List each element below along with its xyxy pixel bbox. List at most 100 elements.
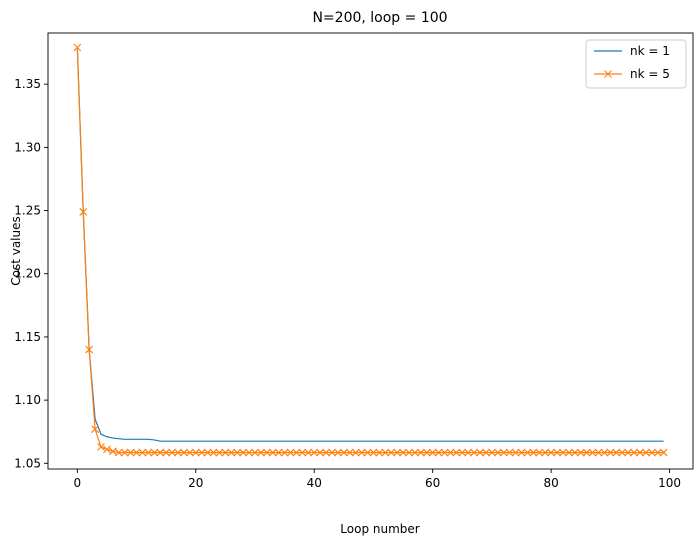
- data-point: [334, 448, 342, 457]
- data-point: [79, 207, 88, 216]
- data-point: [215, 448, 224, 457]
- data-point: [209, 448, 218, 457]
- data-point: [624, 448, 633, 457]
- data-point: [411, 448, 419, 457]
- data-point: [387, 448, 396, 457]
- data-point: [422, 448, 431, 457]
- data-point: [97, 442, 105, 451]
- data-point: [541, 448, 550, 457]
- data-point: [493, 448, 502, 457]
- data-point: [505, 448, 514, 457]
- data-point: [375, 448, 384, 457]
- data-point: [393, 448, 402, 457]
- x-tick-label: 100: [658, 476, 681, 490]
- data-point: [559, 448, 567, 457]
- data-point: [144, 448, 153, 457]
- y-axis-title: Cost values: [9, 216, 23, 286]
- y-tick-label: 1.20: [14, 267, 41, 281]
- x-tick-label: 0: [73, 476, 81, 490]
- data-point: [203, 448, 212, 457]
- data-point: [511, 448, 520, 457]
- data-point: [91, 425, 99, 434]
- data-point: [647, 448, 656, 457]
- data-point: [458, 448, 467, 457]
- data-point: [73, 43, 82, 52]
- data-point: [162, 448, 171, 457]
- data-point: [600, 448, 609, 457]
- series-line-2: [76, 47, 664, 454]
- data-point: [233, 448, 242, 457]
- series-line-1: [76, 47, 664, 442]
- legend-label-nk1: nk = 1: [630, 44, 670, 58]
- data-point: [174, 448, 182, 457]
- data-point: [262, 448, 271, 457]
- y-tick-label: 1.25: [14, 204, 41, 218]
- data-point: [642, 448, 650, 457]
- data-point: [85, 345, 94, 354]
- data-point: [553, 448, 561, 457]
- data-point: [221, 448, 230, 457]
- data-point: [310, 448, 319, 457]
- series-markers-2: [73, 43, 668, 457]
- data-point: [239, 448, 248, 457]
- data-point: [316, 448, 325, 457]
- legend-box: [585, 39, 687, 89]
- data-point: [576, 448, 585, 457]
- x-axis: 0 20 40 60 80 100: [73, 469, 681, 490]
- data-point: [339, 448, 348, 457]
- data-point: [565, 448, 573, 457]
- data-point: [594, 448, 603, 457]
- data-point: [286, 448, 295, 457]
- data-point: [168, 448, 176, 457]
- data-point: [345, 448, 354, 457]
- data-point: [126, 448, 135, 457]
- data-point: [535, 448, 544, 457]
- data-point: [399, 448, 407, 457]
- data-point: [328, 448, 336, 457]
- data-point: [180, 448, 188, 457]
- data-point: [529, 448, 538, 457]
- data-point: [108, 447, 117, 456]
- data-point: [274, 448, 283, 457]
- data-point: [322, 448, 330, 457]
- data-point: [369, 448, 378, 457]
- data-point: [138, 448, 147, 457]
- legend-label-nk5: nk = 5: [630, 67, 670, 81]
- x-tick-label: 40: [307, 476, 322, 490]
- data-point: [405, 448, 413, 457]
- data-point: [612, 448, 621, 457]
- data-point: [245, 448, 253, 457]
- data-point: [280, 448, 289, 457]
- data-point: [416, 448, 425, 457]
- data-point: [150, 448, 159, 457]
- data-point: [476, 448, 484, 457]
- plot-frame: [47, 32, 694, 470]
- data-point: [588, 448, 597, 457]
- legend-x-marker: [604, 70, 612, 78]
- x-tick-label: 60: [425, 476, 440, 490]
- data-point: [452, 448, 461, 457]
- data-point: [120, 448, 129, 457]
- legend: nk = 1 nk = 5: [585, 39, 687, 89]
- data-point: [103, 445, 111, 454]
- data-point: [517, 448, 526, 457]
- data-point: [268, 448, 277, 457]
- y-tick-label: 1.35: [14, 77, 41, 91]
- data-point: [428, 448, 437, 457]
- y-tick-label: 1.15: [14, 330, 41, 344]
- data-point: [191, 448, 200, 457]
- legend-marker-x: [604, 70, 612, 78]
- x-tick-label: 80: [544, 476, 559, 490]
- data-point: [659, 448, 668, 457]
- data-point: [488, 448, 496, 457]
- data-point: [482, 448, 490, 457]
- y-tick-label: 1.10: [14, 393, 41, 407]
- data-point: [292, 448, 301, 457]
- data-point: [132, 448, 141, 457]
- data-point: [606, 448, 615, 457]
- data-point: [156, 448, 165, 457]
- data-point: [499, 448, 508, 457]
- chart-title: N=200, loop = 100: [312, 10, 447, 26]
- data-point: [547, 448, 556, 457]
